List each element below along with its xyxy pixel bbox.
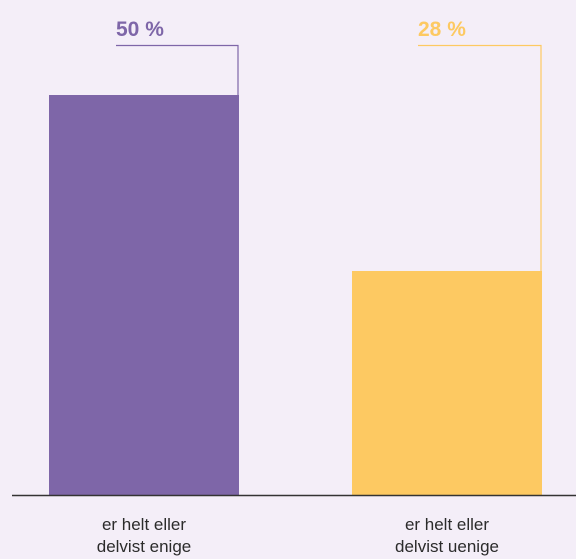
value-callout-line-0 [116,44,239,95]
value-callout-line-1 [418,44,542,271]
category-label-0-line-1: er helt eller [101,515,187,534]
category-label-1-line-2: delvist uenige [395,537,499,556]
category-label-1-line-1: er helt eller [404,515,490,534]
category-label-1: er helt eller delvist uenige [352,514,542,558]
bar-0 [49,95,239,495]
category-label-0-line-2: delvist enige [96,537,192,556]
value-label-1: 28 % [418,18,466,41]
value-label-0: 50 % [116,18,164,41]
bar-1 [352,271,542,495]
category-label-0: er helt eller delvist enige [49,514,239,558]
